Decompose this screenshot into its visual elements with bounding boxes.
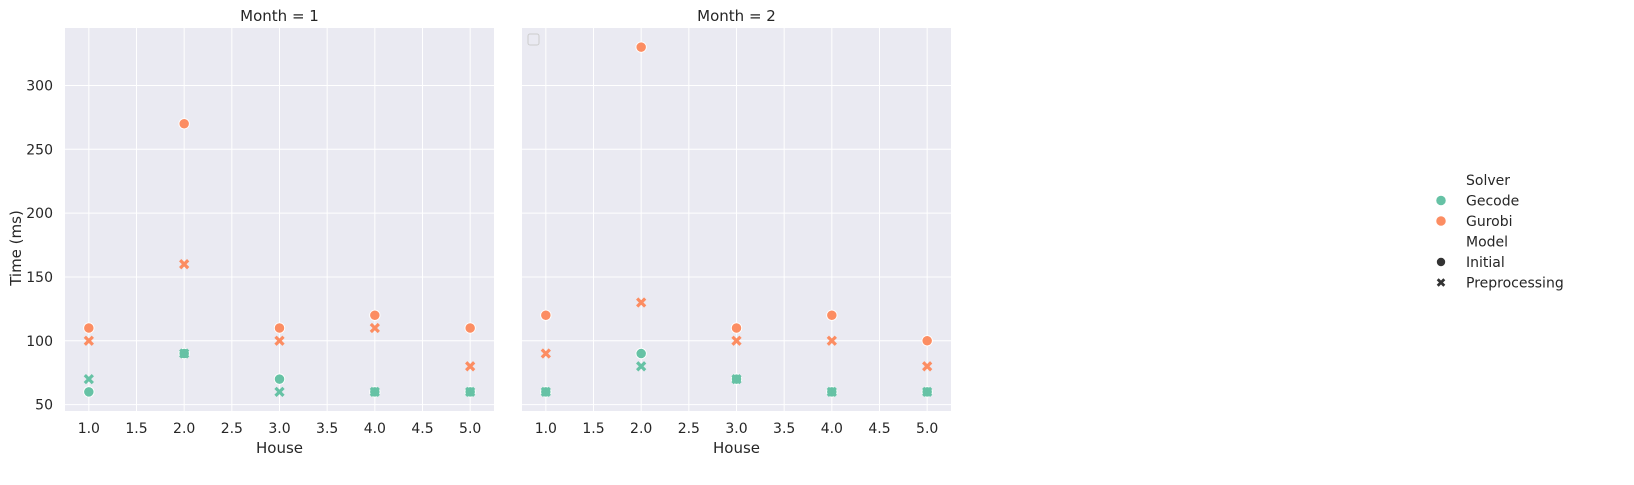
legend-marker-preprocessing xyxy=(1436,278,1446,287)
panel-title: Month = 1 xyxy=(240,7,319,25)
data-point-gurobi-initial xyxy=(635,41,647,53)
data-point-gurobi-preprocessing xyxy=(83,335,94,346)
data-point-gecode-preprocessing xyxy=(540,386,551,397)
x-tick-label: 1.5 xyxy=(125,421,147,437)
data-point-gecode-preprocessing xyxy=(369,386,380,397)
x-tick-label: 2.0 xyxy=(173,421,195,437)
x-tick-label: 5.0 xyxy=(459,421,481,437)
panel-month-2: 1.0 1.5 2.0 2.5 3.0 3.5 4.0 4.5 5.0 Month = 2 Hous… xyxy=(522,7,951,457)
x-tick-label: 4.5 xyxy=(411,421,433,437)
legend-marker-gurobi xyxy=(1435,215,1447,227)
data-point-gurobi-initial xyxy=(178,118,190,130)
legend-label-preprocessing: Preprocessing xyxy=(1466,276,1564,292)
x-tick-label: 3.5 xyxy=(773,421,795,437)
data-point-gecode-preprocessing xyxy=(922,386,933,397)
legend-label-gecode: Gecode xyxy=(1466,194,1519,210)
x-tick-label: 3.0 xyxy=(268,421,290,437)
legend-title-model: Model xyxy=(1466,235,1508,251)
data-point-gecode-preprocessing xyxy=(826,386,837,397)
x-tick-label: 4.0 xyxy=(364,421,386,437)
data-point-gurobi-preprocessing xyxy=(179,259,190,270)
data-point-gurobi-preprocessing xyxy=(274,335,285,346)
legend: Solver Gecode Gurobi Model Initial Preprocess… xyxy=(1435,173,1564,292)
x-tick-label: 1.0 xyxy=(535,421,557,437)
y-tick-label: 100 xyxy=(26,334,53,350)
y-tick-label: 200 xyxy=(26,206,53,222)
panel-title: Month = 2 xyxy=(697,7,776,25)
x-axis-label: House xyxy=(256,439,303,457)
data-point-gecode-preprocessing xyxy=(274,386,285,397)
legend-title-solver: Solver xyxy=(1466,173,1510,189)
data-point-gurobi-initial xyxy=(83,322,95,334)
y-tick-label: 300 xyxy=(26,78,53,94)
data-point-gurobi-initial xyxy=(826,309,838,321)
data-point-gecode-preprocessing xyxy=(465,386,476,397)
x-tick-label: 1.5 xyxy=(582,421,604,437)
x-tick-label: 2.5 xyxy=(221,421,243,437)
legend-label-initial: Initial xyxy=(1466,255,1505,271)
y-tick-label: 150 xyxy=(26,270,53,286)
x-tick-label: 1.0 xyxy=(78,421,100,437)
empty-legend-box xyxy=(527,33,540,46)
y-tick-label: 50 xyxy=(35,398,53,414)
x-tick-label: 3.0 xyxy=(725,421,747,437)
x-tick-label: 5.0 xyxy=(916,421,938,437)
data-point-gurobi-initial xyxy=(464,322,476,334)
data-point-gecode-initial xyxy=(83,386,95,398)
y-tick-label: 250 xyxy=(26,142,53,158)
data-point-gecode-initial xyxy=(273,373,286,385)
data-point-gurobi-preprocessing xyxy=(636,297,647,308)
data-point-gurobi-initial xyxy=(921,335,933,347)
x-tick-label: 3.5 xyxy=(316,421,338,437)
data-point-gurobi-preprocessing xyxy=(540,348,551,359)
data-point-gurobi-preprocessing xyxy=(731,335,742,346)
data-point-gecode-preprocessing xyxy=(83,373,94,385)
y-axis-label: Time (ms) xyxy=(7,210,25,287)
legend-marker-gecode xyxy=(1435,194,1447,207)
x-tick-label: 2.5 xyxy=(678,421,700,437)
x-axis-label: House xyxy=(713,439,760,457)
data-point-gurobi-preprocessing xyxy=(465,361,476,372)
data-point-gecode-initial xyxy=(635,347,647,360)
legend-label-gurobi: Gurobi xyxy=(1466,214,1513,230)
x-tick-label: 2.0 xyxy=(630,421,652,437)
data-point-gecode-preprocessing xyxy=(731,373,742,385)
data-point-gurobi-preprocessing xyxy=(369,322,380,334)
data-point-gecode-preprocessing xyxy=(636,361,647,372)
data-point-gurobi-preprocessing xyxy=(826,335,837,346)
data-point-gurobi-initial xyxy=(730,322,743,334)
data-point-gurobi-initial xyxy=(540,309,552,321)
x-tick-label: 4.0 xyxy=(821,421,843,437)
data-point-gecode-preprocessing xyxy=(179,348,190,359)
legend-marker-initial xyxy=(1436,257,1446,267)
data-point-gurobi-preprocessing xyxy=(922,361,933,372)
data-point-gurobi-initial xyxy=(369,309,381,321)
x-tick-label: 4.5 xyxy=(868,421,890,437)
data-point-gurobi-initial xyxy=(273,322,286,334)
panel-month-1: 1.0 1.5 2.0 2.5 3.0 3.5 4.0 4.5 5.0 50 100 150 200 25… xyxy=(26,7,494,457)
